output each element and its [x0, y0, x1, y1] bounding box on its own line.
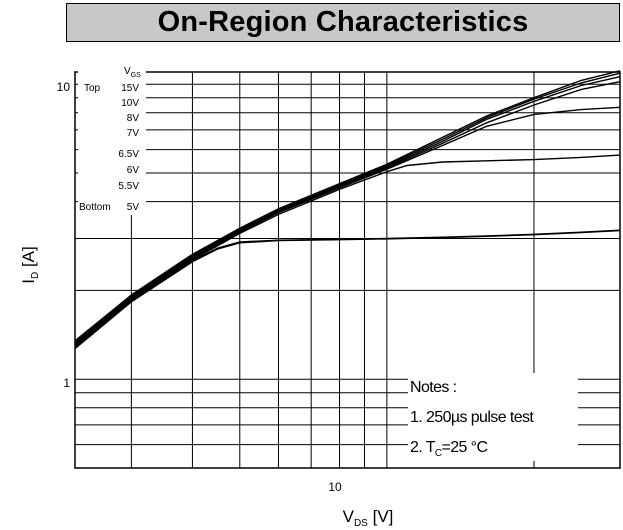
legend-entry-8v: 8V — [127, 113, 140, 124]
y-tick-label-10: 10 — [57, 80, 71, 94]
legend-entry-15v: 15V — [121, 83, 139, 94]
legend-entry-10v: 10V — [121, 98, 139, 109]
x-axis-subscript: DS — [354, 518, 368, 529]
curve-vgs-15v — [74, 70, 621, 342]
note-temperature: 2. TC=25 °C — [410, 439, 487, 459]
svg-text:ID [A]: ID [A] — [19, 246, 41, 284]
legend-entry-6-5v: 6.5V — [118, 149, 139, 160]
chart-title-box: On-Region Characteristics — [66, 3, 620, 42]
legend-entry-5v: 5V — [127, 202, 140, 213]
x-axis-label: VDS [V] — [343, 507, 394, 529]
legend: VGS Top Bottom 15V 10V 8V 7V 6.5V 6V 5.5V 5V — [78, 63, 146, 215]
legend-entry-7v: 7V — [127, 128, 140, 139]
y-axis-symbol: I — [19, 279, 38, 284]
note-pulse-test: 1. 250µs pulse test — [410, 409, 534, 426]
legend-background — [78, 63, 146, 215]
y-axis-subscript: D — [30, 272, 41, 279]
curve-vgs-10v — [74, 72, 621, 344]
x-tick-label-10: 10 — [328, 480, 342, 494]
notes-background — [408, 373, 578, 461]
legend-entry-6v: 6V — [127, 165, 140, 176]
x-axis-unit: [V] — [373, 507, 394, 526]
legend-bottom-label: Bottom — [79, 202, 111, 213]
curve-vgs-5-5v — [74, 229, 621, 349]
y-tick-label-1: 1 — [63, 376, 70, 390]
chart-title: On-Region Characteristics — [157, 6, 529, 38]
grid-lines — [75, 72, 621, 468]
y-axis-label: ID [A] — [19, 246, 41, 284]
curve-vgs-5v — [74, 229, 621, 350]
curve-vgs-6-5v — [74, 106, 621, 347]
x-axis-symbol: V — [343, 507, 355, 526]
y-axis-unit: [A] — [19, 246, 38, 267]
curve-vgs-8v — [74, 76, 621, 345]
legend-header: VGS — [124, 66, 141, 79]
curve-vgs-6v — [74, 154, 621, 348]
data-curves — [74, 70, 621, 350]
curve-vgs-7v — [74, 81, 621, 346]
notes-header: Notes : — [410, 379, 457, 396]
notes-annotation: Notes : 1. 250µs pulse test 2. TC=25 °C — [408, 373, 578, 461]
legend-top-label: Top — [84, 83, 101, 94]
legend-entry-5-5v: 5.5V — [118, 181, 139, 192]
